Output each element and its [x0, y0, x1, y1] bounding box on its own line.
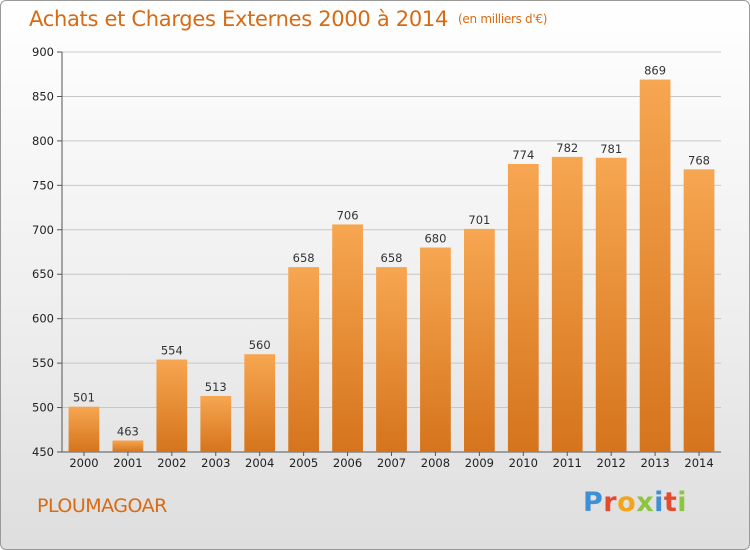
logo-letter: P [583, 487, 604, 518]
chart-title: Achats et Charges Externes 2000 à 2014 (e… [29, 7, 547, 31]
value-label-2001: 463 [117, 424, 139, 438]
x-tick-label-2006: 2006 [333, 456, 362, 470]
x-tick-label-2001: 2001 [113, 456, 142, 470]
y-tick-label: 600 [32, 312, 54, 326]
x-tick-label-2003: 2003 [201, 456, 230, 470]
y-tick-label: 700 [32, 223, 54, 237]
bar-2000[interactable] [68, 406, 100, 452]
x-tick-label-2012: 2012 [597, 456, 626, 470]
bar-2011[interactable] [551, 156, 583, 452]
x-tick-label-2007: 2007 [377, 456, 406, 470]
bar-2005[interactable] [288, 267, 320, 452]
commune-name: PLOUMAGOAR [37, 495, 167, 517]
bar-2010[interactable] [507, 164, 539, 452]
bars [68, 79, 715, 453]
x-tick-label-2004: 2004 [245, 456, 274, 470]
x-tick-labels: 2000 2001 2002 2003 2004 2005 2006 2007 2008 2009… [69, 456, 713, 470]
x-tick-label-2000: 2000 [69, 456, 98, 470]
value-label-2005: 658 [293, 251, 315, 265]
value-label-2000: 501 [73, 391, 95, 405]
y-tick-label: 550 [32, 356, 54, 370]
bar-2007[interactable] [376, 267, 407, 452]
bar-2013[interactable] [639, 79, 671, 453]
y-tick-label: 850 [32, 89, 54, 103]
value-label-2011: 782 [556, 141, 578, 155]
value-label-2003: 513 [205, 380, 227, 394]
chart-subtitle: (en milliers d'€) [458, 12, 548, 26]
y-tick-labels: 450 500 550 600 650 700 750 800 850 900 [32, 45, 54, 459]
x-tick-label-2002: 2002 [157, 456, 186, 470]
bar-2009[interactable] [463, 228, 495, 452]
value-label-2013: 869 [644, 64, 666, 78]
y-tick-label: 650 [32, 267, 54, 281]
y-tick-label: 500 [32, 401, 54, 415]
value-label-2007: 658 [381, 251, 403, 265]
y-tick-label: 450 [32, 445, 54, 459]
value-label-2012: 781 [600, 142, 622, 156]
value-label-2009: 701 [468, 213, 490, 227]
x-tick-label-2008: 2008 [421, 456, 450, 470]
y-tick-label: 750 [32, 178, 54, 192]
bar-2006[interactable] [332, 224, 363, 452]
proxiti-logo[interactable]: Proxiti [583, 487, 687, 518]
logo-letter: x [636, 487, 655, 518]
value-label-2014: 768 [688, 153, 710, 167]
bar-2014[interactable] [683, 169, 715, 453]
y-tick-label: 800 [32, 134, 54, 148]
value-label-2008: 680 [424, 232, 446, 246]
chart-title-text: Achats et Charges Externes 2000 à 2014 [29, 7, 449, 31]
x-tick-label-2005: 2005 [289, 456, 318, 470]
x-tick-label-2010: 2010 [509, 456, 538, 470]
x-tick-label-2013: 2013 [640, 456, 669, 470]
value-label-2004: 560 [249, 338, 271, 352]
logo-letter: t [663, 487, 678, 518]
value-label-2006: 706 [337, 208, 359, 222]
logo-letter: i [677, 487, 688, 518]
logo-letter: i [654, 487, 664, 518]
value-label-2002: 554 [161, 344, 183, 358]
logo-letter: o [617, 487, 637, 518]
x-tick-label-2011: 2011 [553, 456, 582, 470]
bar-2004[interactable] [244, 354, 276, 452]
value-label-2010: 774 [512, 148, 534, 162]
value-labels: 501 463 554 513 560 658 706 658 680 701 774 782 781 8… [73, 64, 710, 439]
x-tick-label-2014: 2014 [684, 456, 713, 470]
x-tick-label-2009: 2009 [465, 456, 494, 470]
bar-2012[interactable] [595, 157, 627, 452]
bar-2002[interactable] [156, 359, 188, 452]
y-tick-label: 900 [32, 45, 54, 59]
logo-letter: r [603, 487, 618, 518]
bar-2003[interactable] [200, 396, 232, 452]
bar-2001[interactable] [112, 440, 144, 452]
bar-2008[interactable] [420, 247, 451, 452]
